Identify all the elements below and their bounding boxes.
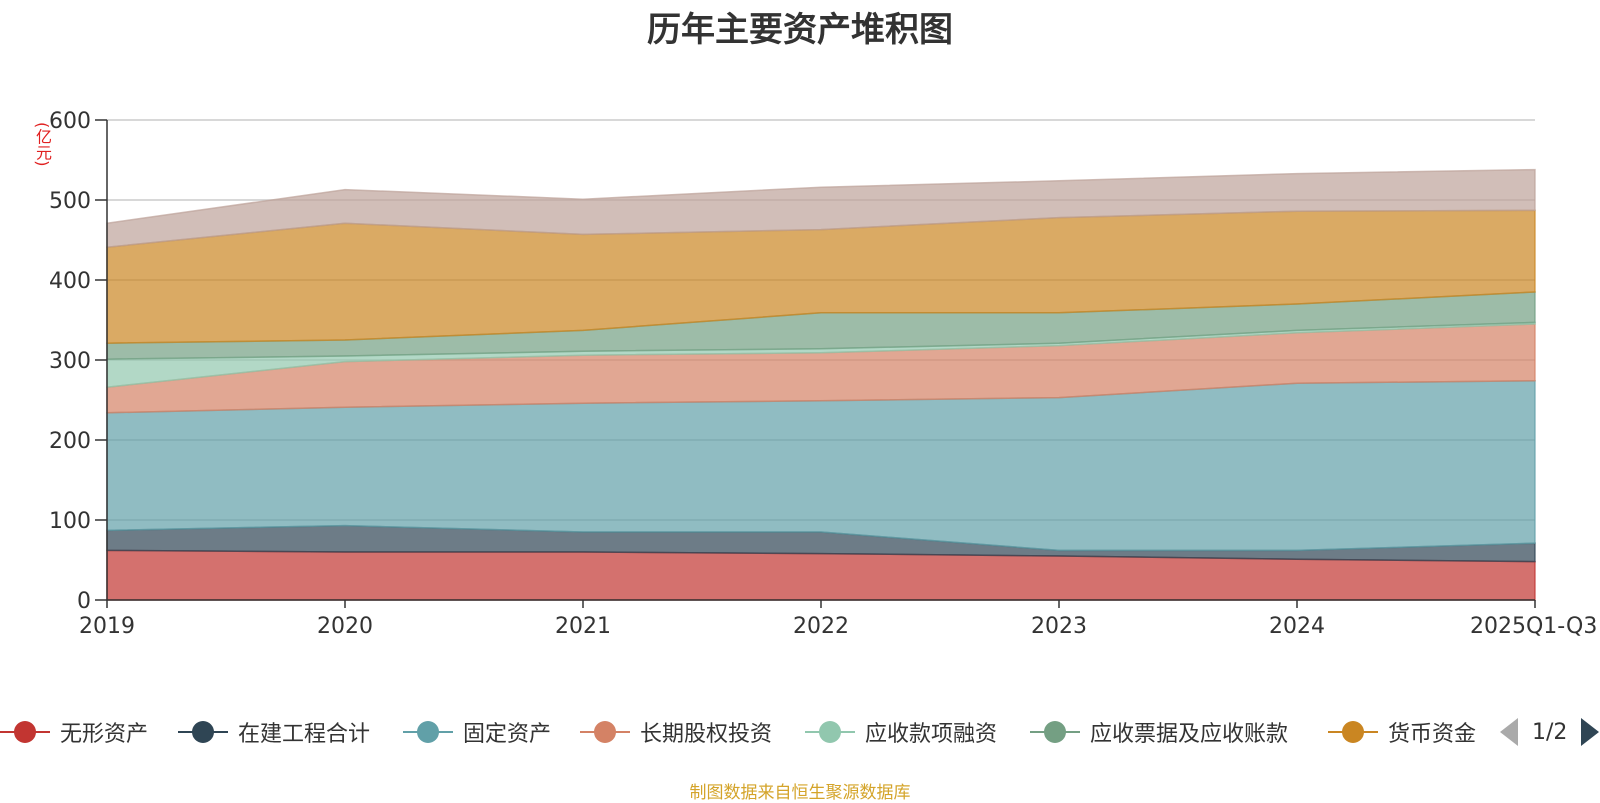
- legend-marker: [1328, 712, 1378, 752]
- x-tick-label: 2024: [1269, 614, 1325, 639]
- legend-marker: [178, 712, 228, 752]
- source-note: 制图数据来自恒生聚源数据库: [689, 783, 911, 803]
- axes: 0 100 200 300 400 500 600 2019 2020 2021 2022 2023 2…: [49, 109, 1597, 639]
- legend-label: 固定资产: [463, 722, 552, 747]
- legend-marker: [403, 712, 453, 752]
- y-tick-label: 0: [77, 589, 91, 614]
- x-tick-label: 2019: [79, 614, 135, 639]
- legend-marker: [1030, 712, 1080, 752]
- legend-marker: [805, 712, 855, 752]
- x-tick-label: 2020: [317, 614, 373, 639]
- legend-item[interactable]: 无形资产: [0, 712, 148, 752]
- pager-page-indicator: 1/2: [1532, 719, 1568, 745]
- legend-label: 长期股权投资: [640, 722, 773, 747]
- legend-label: 应收票据及应收账款: [1090, 722, 1289, 747]
- x-tick-label: 2025Q1-Q3: [1470, 614, 1597, 639]
- legend: 无形资产 在建工程合计 固定资产 长期股权投资 应收款项融资 应收票据及应收账款 货币资金 1…: [0, 712, 1600, 752]
- legend-item[interactable]: 应收款项融资: [805, 712, 997, 752]
- legend-label: 在建工程合计: [238, 722, 371, 747]
- legend-item[interactable]: 应收票据及应收账款: [1030, 712, 1288, 752]
- legend-marker: [580, 712, 630, 752]
- y-tick-label: 600: [49, 109, 91, 134]
- legend-item[interactable]: 固定资产: [403, 712, 551, 752]
- legend-label: 应收款项融资: [865, 722, 998, 747]
- x-tick-label: 2023: [1031, 614, 1087, 639]
- stacked-areas: [106, 168, 1536, 601]
- y-tick-label: 100: [49, 509, 91, 534]
- y-tick-label: 300: [49, 349, 91, 374]
- x-tick-label: 2022: [793, 614, 849, 639]
- y-tick-label: 400: [49, 269, 91, 294]
- legend-item[interactable]: 长期股权投资: [580, 712, 772, 752]
- legend-pager: 1/2: [1500, 712, 1600, 752]
- legend-label: 无形资产: [60, 722, 149, 747]
- chart-title: 历年主要资产堆积图: [647, 10, 953, 50]
- chart-plot: 0 100 200 300 400 500 600 2019 2020 2021 2022 2023 2…: [49, 109, 1597, 639]
- x-tick-label: 2021: [555, 614, 611, 639]
- pager-prev-icon[interactable]: [1500, 718, 1518, 746]
- y-axis-unit: (亿元): [33, 122, 52, 167]
- legend-item[interactable]: 货币资金: [1328, 712, 1476, 752]
- legend-item[interactable]: 在建工程合计: [178, 712, 370, 752]
- pager-next-icon[interactable]: [1581, 718, 1600, 746]
- area-series-7: [106, 168, 1536, 249]
- legend-marker: [0, 712, 50, 752]
- y-tick-label: 200: [49, 429, 91, 454]
- legend-label: 货币资金: [1388, 722, 1477, 747]
- y-tick-label: 500: [49, 189, 91, 214]
